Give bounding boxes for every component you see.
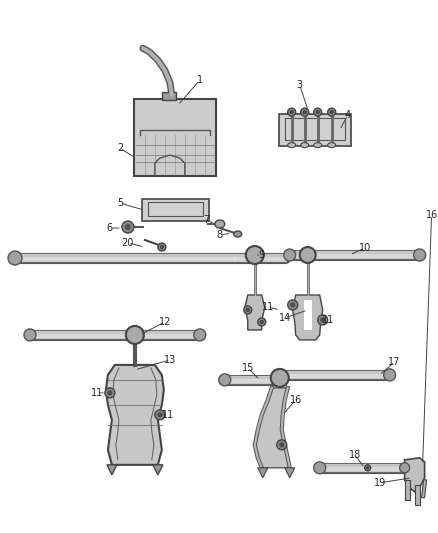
Text: 11: 11 xyxy=(162,410,174,420)
Polygon shape xyxy=(245,295,265,330)
Text: 6: 6 xyxy=(107,223,113,233)
Circle shape xyxy=(291,303,295,307)
Circle shape xyxy=(160,245,163,248)
Circle shape xyxy=(328,108,336,116)
Circle shape xyxy=(318,315,328,325)
Circle shape xyxy=(303,110,306,114)
Circle shape xyxy=(384,369,396,381)
Text: 11: 11 xyxy=(91,388,103,398)
Polygon shape xyxy=(405,480,410,500)
Text: 4: 4 xyxy=(345,110,351,120)
Text: 2: 2 xyxy=(117,143,123,153)
Circle shape xyxy=(246,309,249,312)
Circle shape xyxy=(288,108,296,116)
Polygon shape xyxy=(258,468,268,478)
Circle shape xyxy=(125,224,130,229)
Text: 18: 18 xyxy=(349,450,361,460)
Circle shape xyxy=(24,329,36,341)
Circle shape xyxy=(365,465,371,471)
Circle shape xyxy=(367,466,369,469)
Circle shape xyxy=(271,369,289,387)
Polygon shape xyxy=(285,468,295,478)
Circle shape xyxy=(284,249,296,261)
Circle shape xyxy=(260,320,263,324)
Text: 15: 15 xyxy=(242,363,254,373)
Polygon shape xyxy=(405,458,424,492)
Circle shape xyxy=(290,110,293,114)
Circle shape xyxy=(330,110,333,114)
Circle shape xyxy=(413,249,426,261)
Circle shape xyxy=(122,221,134,233)
Ellipse shape xyxy=(215,220,225,228)
Ellipse shape xyxy=(288,143,296,148)
Circle shape xyxy=(277,440,287,450)
FancyBboxPatch shape xyxy=(142,199,209,221)
Text: 17: 17 xyxy=(389,357,401,367)
Text: 11: 11 xyxy=(321,315,334,325)
FancyBboxPatch shape xyxy=(279,114,351,146)
Text: 1: 1 xyxy=(197,75,203,85)
Circle shape xyxy=(158,413,162,417)
Circle shape xyxy=(300,247,316,263)
Polygon shape xyxy=(293,295,323,340)
Polygon shape xyxy=(107,465,117,475)
Circle shape xyxy=(314,462,326,474)
Circle shape xyxy=(108,391,112,395)
Circle shape xyxy=(105,388,115,398)
Text: 9: 9 xyxy=(259,250,265,260)
Circle shape xyxy=(258,318,266,326)
Text: 5: 5 xyxy=(117,198,123,208)
Text: 10: 10 xyxy=(359,243,371,253)
Circle shape xyxy=(246,246,264,264)
FancyBboxPatch shape xyxy=(134,99,216,176)
Text: 13: 13 xyxy=(164,355,176,365)
Text: 16: 16 xyxy=(425,210,438,220)
Ellipse shape xyxy=(234,231,242,237)
Polygon shape xyxy=(106,365,164,465)
Polygon shape xyxy=(153,465,163,475)
Circle shape xyxy=(126,326,144,344)
Polygon shape xyxy=(422,480,427,498)
Text: 11: 11 xyxy=(261,302,274,312)
Circle shape xyxy=(280,443,284,447)
Circle shape xyxy=(288,300,298,310)
Polygon shape xyxy=(304,300,312,330)
Circle shape xyxy=(301,108,309,116)
Polygon shape xyxy=(255,388,290,468)
Text: 12: 12 xyxy=(159,317,171,327)
Circle shape xyxy=(321,318,325,322)
Ellipse shape xyxy=(301,143,309,148)
Circle shape xyxy=(219,374,231,386)
Circle shape xyxy=(316,110,319,114)
Text: 3: 3 xyxy=(297,80,303,90)
Circle shape xyxy=(314,108,321,116)
Ellipse shape xyxy=(314,143,321,148)
Text: 20: 20 xyxy=(122,238,134,248)
Text: 7: 7 xyxy=(204,215,210,225)
Circle shape xyxy=(194,329,206,341)
Text: 16: 16 xyxy=(290,395,302,405)
Ellipse shape xyxy=(328,143,336,148)
Circle shape xyxy=(8,251,22,265)
Circle shape xyxy=(399,463,410,473)
Polygon shape xyxy=(415,485,420,505)
Text: 14: 14 xyxy=(279,313,291,323)
Circle shape xyxy=(244,306,252,314)
Text: 8: 8 xyxy=(217,230,223,240)
Circle shape xyxy=(158,243,166,251)
FancyBboxPatch shape xyxy=(162,92,176,100)
Text: 19: 19 xyxy=(374,478,386,488)
Circle shape xyxy=(155,410,165,420)
